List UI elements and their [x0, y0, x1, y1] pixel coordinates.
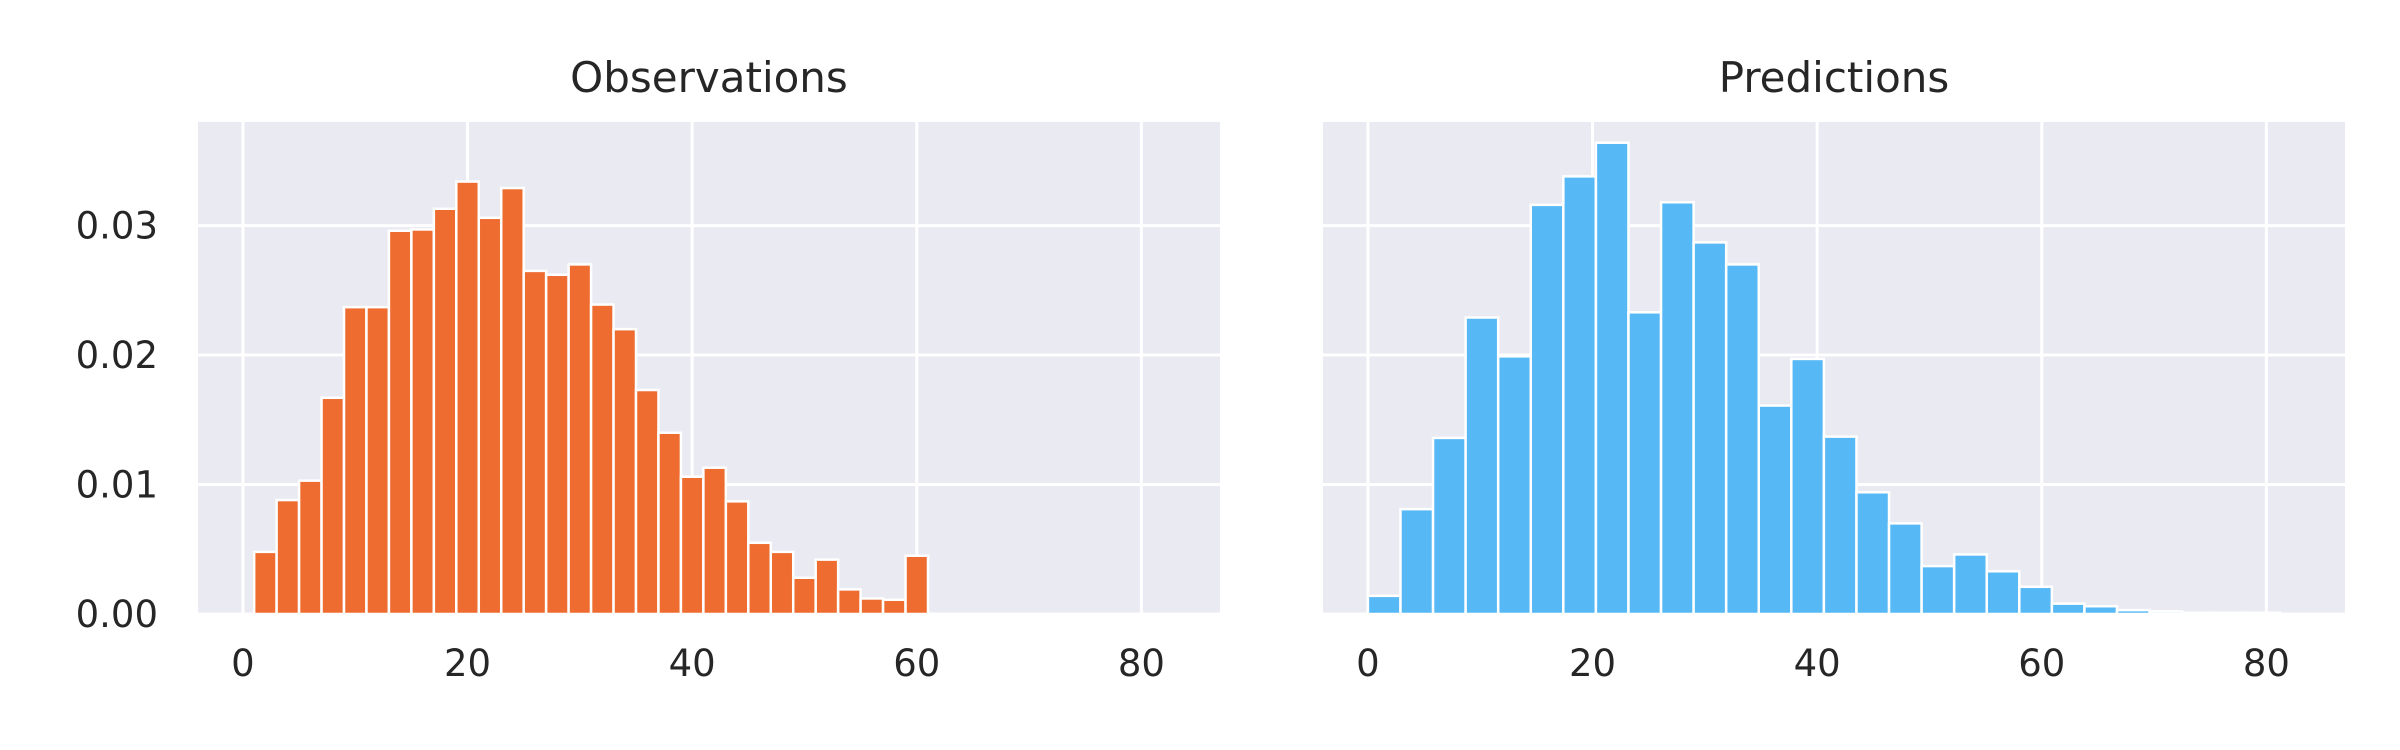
predictions-title: Predictions: [1719, 53, 1950, 102]
observations-bar: [747, 541, 773, 616]
predictions-x-tick-label: 0: [1356, 642, 1380, 685]
observations-y-tick-label: 0.03: [76, 205, 158, 248]
observations-x-tick-label: 40: [669, 642, 716, 685]
observations-bar: [499, 186, 525, 616]
observations-bar: [410, 228, 436, 616]
predictions-x-tick-label: 20: [1569, 642, 1616, 685]
predictions-bar: [1399, 507, 1435, 616]
predictions-bar: [2083, 604, 2119, 616]
observations-y-tick-label: 0.02: [76, 334, 158, 377]
predictions-bar: [1464, 316, 1500, 616]
observations-bar: [612, 327, 638, 616]
observations-x-tick-label: 60: [893, 642, 940, 685]
predictions-bar: [1985, 570, 2021, 616]
observations-bar: [297, 479, 323, 616]
observations-bar: [814, 558, 840, 616]
observations-bar: [702, 466, 728, 616]
observations-bar: [589, 303, 615, 616]
observations-bar: [657, 431, 683, 616]
observations-bar: [320, 396, 346, 616]
predictions-x-tick-label: 60: [2018, 642, 2065, 685]
observations-bar: [477, 216, 503, 616]
predictions-bar: [2018, 585, 2054, 616]
predictions-bar: [2115, 608, 2151, 616]
predictions-bar: [2180, 611, 2216, 616]
observations-bar: [387, 229, 413, 616]
observations-histogram: 0 20 40 60 80 0.00 0.01 0.02 0.03 Observations: [76, 53, 1220, 685]
predictions-bar: [1692, 241, 1728, 616]
observations-bar: [836, 588, 862, 616]
observations-title: Observations: [570, 53, 848, 102]
observations-bar: [567, 263, 593, 616]
predictions-bar: [1627, 311, 1663, 616]
observations-bar: [679, 475, 705, 616]
observations-bar: [724, 500, 750, 616]
predictions-x-tick-label: 40: [1794, 642, 1841, 685]
predictions-bar: [1431, 436, 1467, 616]
predictions-bar: [1952, 553, 1988, 616]
predictions-bar: [1887, 522, 1923, 616]
predictions-bar: [1724, 263, 1761, 616]
predictions-bar: [2213, 611, 2249, 616]
observations-bar: [522, 269, 548, 616]
observations-y-tick-label: 0.01: [76, 464, 158, 507]
observations-y-tick-label: 0.00: [76, 593, 158, 636]
observations-bar: [881, 598, 907, 616]
observations-bar: [365, 305, 391, 616]
observations-bar: [455, 180, 481, 616]
observations-bar: [791, 576, 817, 616]
predictions-bar: [1790, 357, 1826, 616]
observations-x-tick-label: 0: [231, 642, 255, 685]
observations-bar: [904, 554, 930, 616]
predictions-bar: [2246, 611, 2282, 616]
predictions-bar: [1366, 594, 1402, 616]
observations-bar: [342, 305, 368, 616]
predictions-bar: [1822, 435, 1858, 616]
predictions-bar: [1855, 491, 1891, 616]
observations-x-tick-label: 20: [444, 642, 491, 685]
observations-bar: [769, 550, 795, 616]
observations-bar: [432, 207, 458, 616]
observations-bar: [859, 597, 885, 616]
observations-bar: [634, 388, 660, 616]
predictions-bar: [1659, 201, 1695, 616]
observations-bar: [252, 550, 278, 616]
predictions-histogram: 0 20 40 60 80 Predictions: [1323, 53, 2345, 685]
observations-x-tick-label: 80: [1118, 642, 1165, 685]
predictions-bar: [1562, 175, 1598, 616]
predictions-x-tick-label: 80: [2243, 642, 2290, 685]
predictions-bar: [1496, 355, 1533, 616]
observations-bar: [544, 273, 570, 616]
predictions-bar: [1757, 404, 1793, 616]
predictions-bar: [1594, 141, 1630, 616]
predictions-bar: [1920, 564, 1956, 616]
predictions-bar: [1529, 203, 1565, 616]
predictions-bar: [2050, 602, 2086, 616]
predictions-bar: [2148, 610, 2184, 616]
observations-bar: [275, 498, 301, 616]
